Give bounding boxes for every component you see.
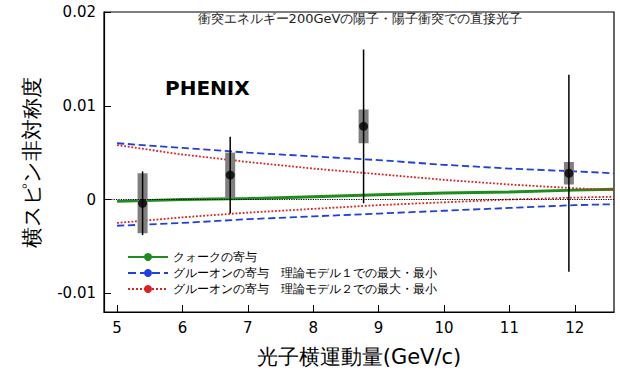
svg-text:グルーオンの寄与 理論モデル２での最大・最小: グルーオンの寄与 理論モデル２での最大・最小: [173, 282, 437, 296]
svg-text:6: 6: [178, 319, 188, 337]
svg-text:-0.01: -0.01: [57, 284, 96, 302]
svg-text:光子横運動量(GeV/c): 光子横運動量(GeV/c): [257, 345, 462, 369]
svg-text:クォークの寄与: クォークの寄与: [173, 250, 257, 264]
svg-text:PHENIX: PHENIX: [165, 76, 250, 100]
svg-text:10: 10: [434, 319, 453, 337]
svg-text:グルーオンの寄与 理論モデル１での最大・最小: グルーオンの寄与 理論モデル１での最大・最小: [173, 266, 437, 280]
svg-text:11: 11: [500, 319, 519, 337]
svg-text:衝突エネルギー200GeVの陽子・陽子衝突での直接光子: 衝突エネルギー200GeVの陽子・陽子衝突での直接光子: [198, 11, 523, 26]
svg-text:5: 5: [112, 319, 122, 337]
svg-text:横スピン非対称度: 横スピン非対称度: [20, 77, 44, 248]
svg-text:0.01: 0.01: [63, 97, 96, 115]
svg-text:9: 9: [374, 319, 384, 337]
svg-text:0.02: 0.02: [63, 3, 96, 21]
svg-text:0: 0: [86, 191, 96, 209]
svg-text:12: 12: [565, 319, 584, 337]
svg-text:7: 7: [243, 319, 253, 337]
svg-text:8: 8: [308, 319, 318, 337]
